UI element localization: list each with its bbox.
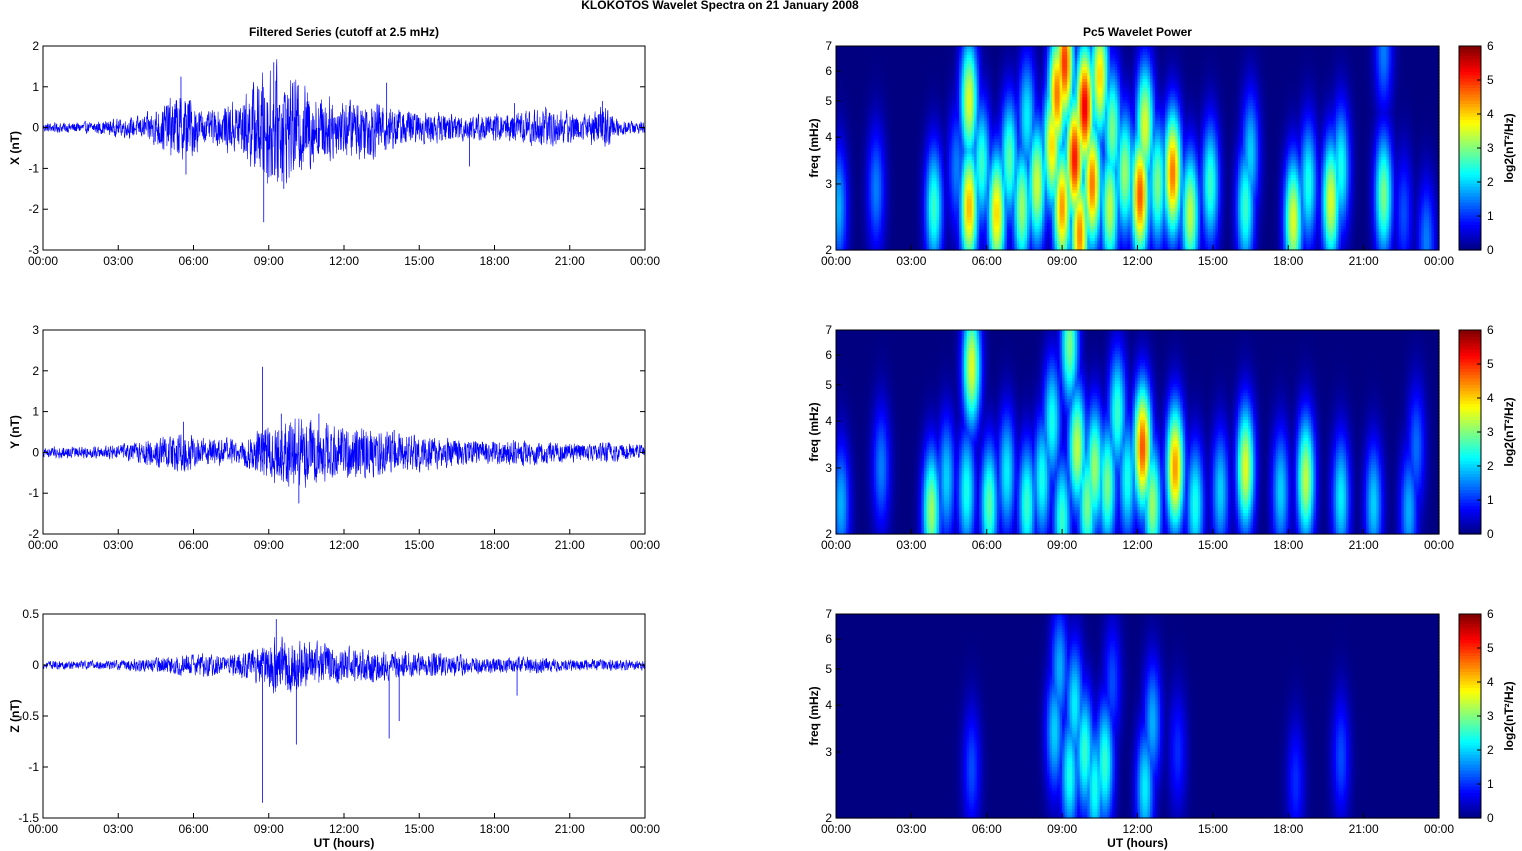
timeseries-z-xtick-label: 00:00 <box>28 822 58 836</box>
timeseries-x-xtick-label: 03:00 <box>103 254 133 268</box>
timeseries-z-xtick-label: 15:00 <box>404 822 434 836</box>
timeseries-x-plot-area <box>43 46 645 250</box>
timeseries-x-ytick-label: 1 <box>32 80 39 94</box>
timeseries-z-xtick-label: 06:00 <box>178 822 208 836</box>
timeseries-z-xtick-label: 21:00 <box>555 822 585 836</box>
timeseries-y-xtick-label: 15:00 <box>404 538 434 552</box>
timeseries-z-xtick-label: 03:00 <box>103 822 133 836</box>
timeseries-y-xtick-label: 21:00 <box>555 538 585 552</box>
timeseries-x-ytick-label: 2 <box>32 39 39 53</box>
timeseries-x-ytick-label: -2 <box>28 202 39 216</box>
timeseries-z-xtick-label: 18:00 <box>479 822 509 836</box>
timeseries-x-xtick-label: 00:00 <box>28 254 58 268</box>
timeseries-x-xtick-label: 15:00 <box>404 254 434 268</box>
timeseries-y-ylabel: Y (nT) <box>8 415 22 449</box>
timeseries-z-xlabel: UT (hours) <box>314 836 375 850</box>
timeseries-y-xtick-label: 09:00 <box>254 538 284 552</box>
timeseries-y-plot-area <box>43 330 645 534</box>
timeseries-x-xtick-label: 18:00 <box>479 254 509 268</box>
wavelet-x-cells <box>836 46 1440 251</box>
timeseries-z-ytick-label: 0.5 <box>22 607 39 621</box>
timeseries-x-ylabel: X (nT) <box>8 131 22 165</box>
timeseries-z-xtick-label: 00:00 <box>630 822 660 836</box>
timeseries-z-xtick-label: 12:00 <box>329 822 359 836</box>
timeseries-x-ytick-label: -1 <box>28 161 39 175</box>
timeseries-z-ytick-label: -1 <box>28 760 39 774</box>
timeseries-y-ytick-label: 3 <box>32 323 39 337</box>
timeseries-z-ylabel: Z (nT) <box>8 699 22 732</box>
timeseries-z-xtick-label: 09:00 <box>254 822 284 836</box>
timeseries-y-ytick-label: 1 <box>32 405 39 419</box>
timeseries-x-xtick-label: 21:00 <box>555 254 585 268</box>
timeseries-y-xtick-label: 18:00 <box>479 538 509 552</box>
timeseries-x-xtick-label: 00:00 <box>630 254 660 268</box>
timeseries-y-ytick-label: -1 <box>28 486 39 500</box>
timeseries-y-xtick-label: 03:00 <box>103 538 133 552</box>
timeseries-x-xtick-label: 09:00 <box>254 254 284 268</box>
timeseries-z-plot-area <box>43 614 645 818</box>
timeseries-x-ytick-label: 0 <box>32 121 39 135</box>
timeseries-y-ytick-label: 0 <box>32 445 39 459</box>
timeseries-y-xtick-label: 12:00 <box>329 538 359 552</box>
timeseries-x-xtick-label: 12:00 <box>329 254 359 268</box>
timeseries-x-xtick-label: 06:00 <box>178 254 208 268</box>
timeseries-y-xtick-label: 00:00 <box>28 538 58 552</box>
timeseries-z-ytick-label: 0 <box>32 658 39 672</box>
timeseries-y-xtick-label: 00:00 <box>630 538 660 552</box>
timeseries-y-ytick-label: 2 <box>32 364 39 378</box>
timeseries-z-plot: -1.5-1-0.500.500:00 03:00 06:00 09:00 12:00 1… <box>8 607 660 850</box>
timeseries-y-xtick-label: 06:00 <box>178 538 208 552</box>
